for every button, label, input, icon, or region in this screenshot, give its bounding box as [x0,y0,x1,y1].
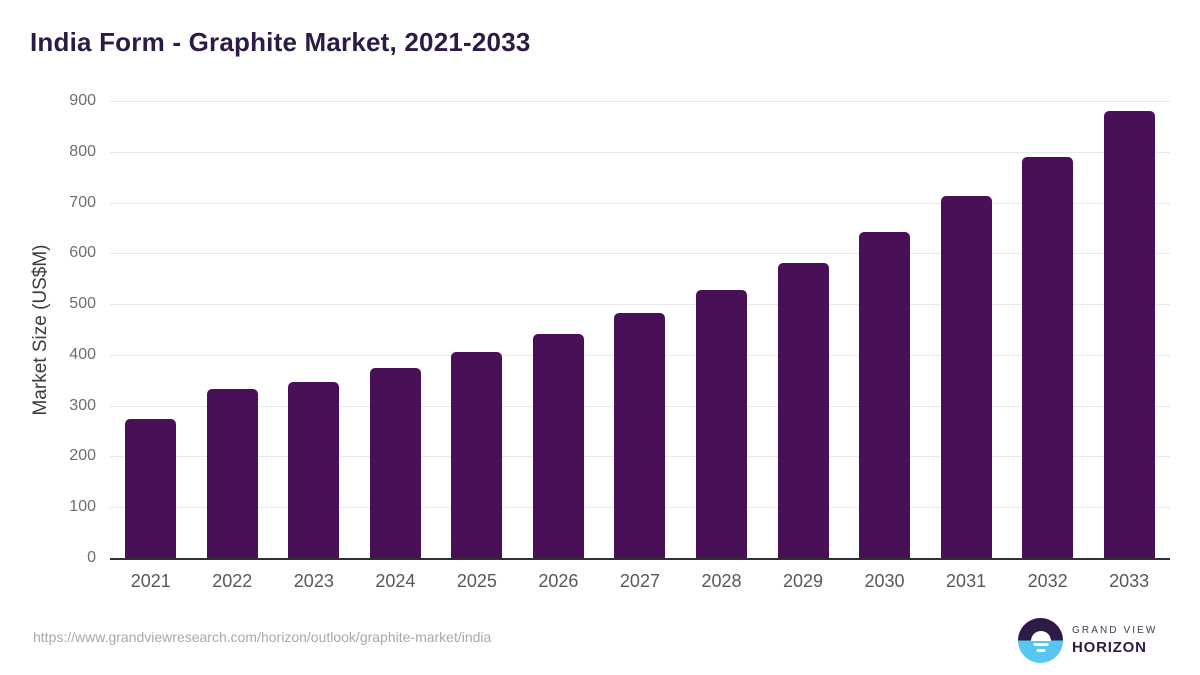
bar-slot [355,101,437,558]
water-reflection-line [1033,643,1048,646]
gridline [110,101,1170,102]
bar-2024[interactable] [369,368,421,558]
chart-title: India Form - Graphite Market, 2021-2033 [30,27,531,57]
x-tick-label: 2024 [375,571,416,591]
bar-2022[interactable] [206,388,258,558]
y-tick-label: 900 [69,92,96,109]
y-tick-label: 0 [87,549,96,566]
brand-name-top: GRAND VIEW [1072,625,1158,636]
bar-2032[interactable] [1022,156,1074,558]
y-tick-label: 500 [69,295,96,313]
water-reflection-line [1036,649,1045,652]
bar-slot [599,101,681,558]
x-tick-label: 2031 [946,571,987,591]
x-tick-label: 2033 [1109,571,1150,591]
bar-2021[interactable] [125,419,177,558]
bar-slot [925,101,1007,558]
bar-slot [1007,101,1089,558]
bar-slot [762,101,844,558]
gridline [110,253,1170,255]
x-tick-label: 2027 [619,571,660,591]
bar-slot [518,101,600,558]
x-tick-label: 2021 [130,571,171,591]
brand-logo: GRAND VIEW HORIZON [1018,618,1157,663]
bar-2025[interactable] [451,352,503,558]
source-url: https://www.grandviewresearch.com/horizo… [33,629,492,645]
bar-2023[interactable] [288,381,340,558]
y-tick-label: 300 [69,396,96,414]
bar-2030[interactable] [859,232,911,558]
y-tick-label: 600 [69,244,96,262]
y-tick-label: 400 [69,345,96,363]
x-tick-label: 2025 [456,571,497,591]
x-tick-label: 2022 [212,571,253,591]
bar-slot [192,101,274,558]
bar-2031[interactable] [940,196,992,558]
brand-name-bottom: HORIZON [1072,639,1147,656]
bar-2027[interactable] [614,312,666,558]
y-tick-label: 800 [69,142,96,160]
x-axis-labels: 2021 2022 2023 2024 2025 2026 2027 2028 2029 2030… [110,561,1170,592]
bar-2029[interactable] [777,262,829,558]
bar-slot [681,101,763,558]
y-tick-label: 700 [69,193,96,211]
bar-slot [844,101,926,558]
x-tick-label: 2023 [293,571,334,591]
bar-2028[interactable] [695,290,747,558]
brand-logo-text: GRAND VIEW HORIZON [1072,625,1158,656]
gridline [110,304,1170,306]
plot-area [110,101,1170,560]
gridline [110,151,1170,153]
bar-2026[interactable] [532,334,584,558]
bar-slot [273,101,355,558]
x-tick-label: 2028 [701,571,742,591]
gridline [110,202,1170,204]
bar-slot [1088,101,1170,558]
x-tick-label: 2030 [864,571,905,591]
y-tick-label: 100 [69,498,96,516]
y-tick-label: 200 [69,447,96,465]
bars [110,101,1170,558]
bar-slot [110,101,192,558]
bar-slot [436,101,518,558]
sun-icon [1030,630,1051,641]
bar-2033[interactable] [1103,110,1155,558]
x-tick-label: 2029 [782,571,824,591]
x-tick-label: 2032 [1027,571,1068,591]
x-tick-label: 2026 [538,571,579,591]
sunrise-horizon-circle-icon [1018,618,1063,663]
y-axis-ticks: 0 100 200 300 400 500 600 700 800 900 [0,92,96,566]
